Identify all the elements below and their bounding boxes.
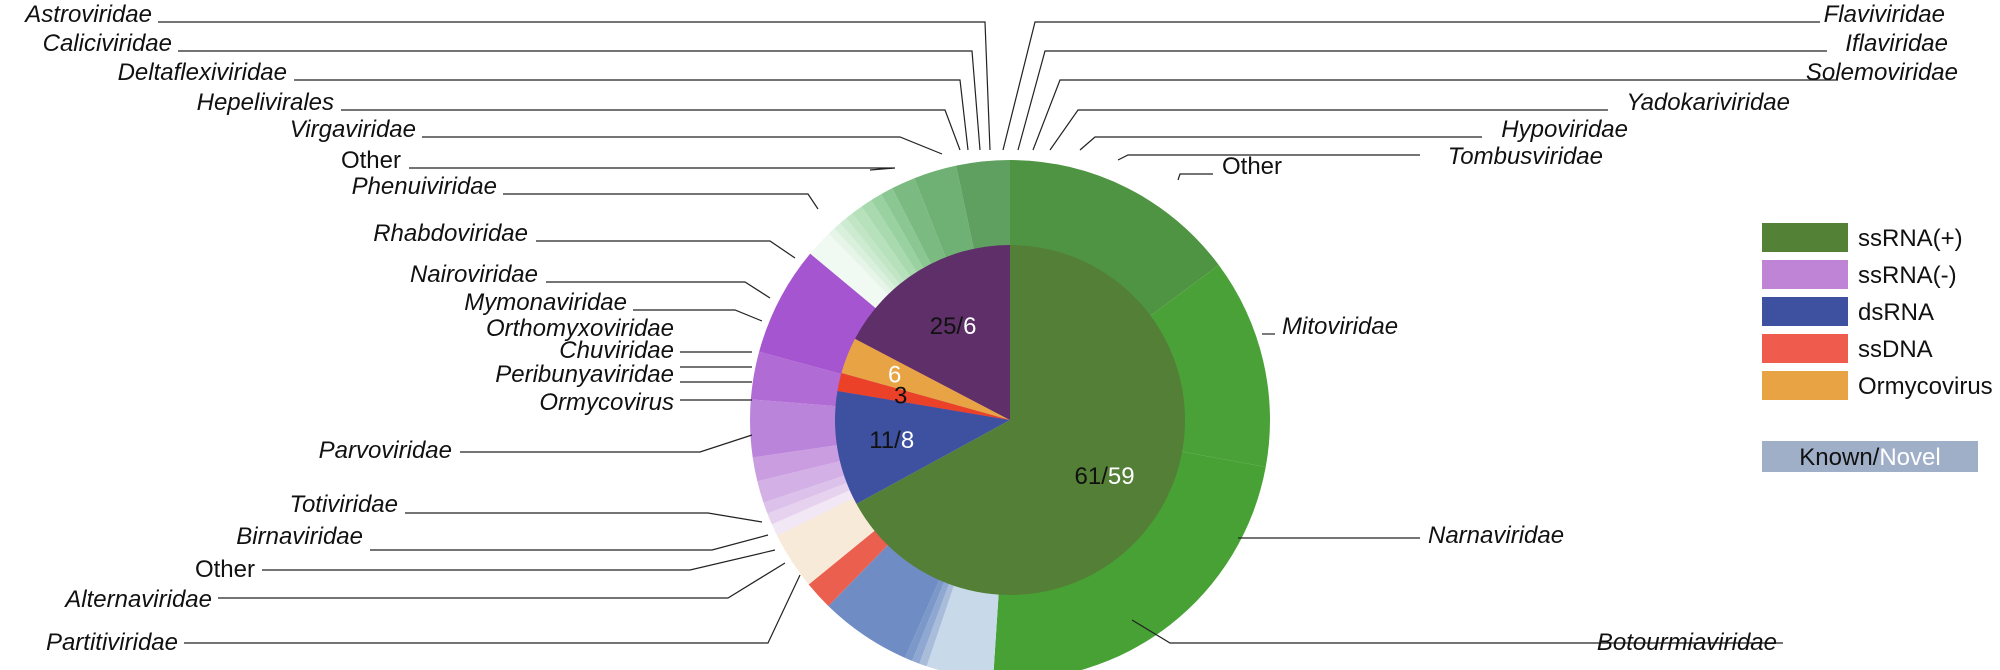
outer-label-caliciviridae-ssrna: Caliciviridae	[43, 30, 172, 57]
leader-line-other-ssrna	[409, 167, 896, 171]
outer-label-chuviridae-ssrna: Chuviridae	[559, 337, 674, 364]
outer-label-other-dsrna: Other	[195, 556, 255, 583]
outer-label-yadokariviridae-ssrna: Yadokariviridae	[1626, 89, 1790, 116]
leader-line-other-dsrna	[262, 549, 776, 571]
outer-label-iflaviridae-ssrna: Iflaviridae	[1845, 30, 1948, 57]
legend-label-ormycovirus: Ormycovirus	[1858, 373, 1993, 400]
legend-swatch-ssrna	[1762, 260, 1848, 289]
legend-label-ssdna: ssDNA	[1858, 336, 1933, 363]
leader-line-virgaviridae-ssrna	[422, 136, 943, 155]
leader-line-deltaflexiviridae-ssrna	[294, 79, 969, 151]
leader-line-other-ssrna	[1177, 173, 1213, 181]
inner-slice-ssrna	[856, 245, 1185, 595]
known-count: 61	[1075, 463, 1102, 490]
leader-line-flaviviridae-ssrna	[1002, 21, 1820, 151]
legend: ssRNA(+) ssRNA(-) dsRNA ssDNA Ormycovirus Kn…	[1762, 223, 1993, 472]
outer-label-mymonaviridae-ssrna: Mymonaviridae	[464, 289, 627, 316]
label-leader-lines	[158, 21, 1838, 644]
known-count: 3	[894, 383, 907, 410]
outer-label-deltaflexiviridae-ssrna: Deltaflexiviridae	[118, 59, 287, 86]
count-separator: /	[1101, 463, 1108, 490]
novel-count: 8	[901, 427, 914, 454]
outer-label-flaviviridae-ssrna: Flaviviridae	[1824, 1, 1945, 28]
outer-label-partitiviridae-dsrna: Partitiviridae	[46, 629, 178, 656]
leader-line-birnaviridae-dsrna	[370, 534, 769, 551]
outer-label-mitoviridae-ssrna: Mitoviridae	[1282, 313, 1398, 340]
known-novel-key-text: Known/Novel	[1799, 444, 1940, 471]
known-novel-separator: /	[1873, 444, 1880, 471]
inner-ring	[835, 245, 1185, 595]
inner-slice-ormycovirus	[841, 338, 1010, 420]
novel-count: 6	[888, 361, 901, 388]
outer-label-birnaviridae-dsrna: Birnaviridae	[236, 523, 363, 550]
novel-count: 6	[963, 313, 976, 340]
outer-label-hypoviridae-ssrna: Hypoviridae	[1501, 116, 1628, 143]
leader-line-rhabdoviridae-ssrna	[536, 240, 796, 259]
known-count: 11	[869, 427, 894, 454]
legend-swatch-ssdna	[1762, 334, 1848, 363]
outer-label-solemoviridae-ssrna: Solemoviridae	[1806, 59, 1958, 86]
legend-label-dsrna: dsRNA	[1858, 299, 1934, 326]
inner-slice-ssrna	[854, 245, 1010, 420]
outer-label-alternaviridae-dsrna: Alternaviridae	[63, 586, 212, 613]
legend-label-ssrna: ssRNA(+)	[1858, 225, 1963, 252]
known-label: Known	[1799, 444, 1872, 471]
outer-label-totiviridae-dsrna: Totiviridae	[289, 491, 398, 518]
leader-line-hypoviridae-ssrna	[1079, 136, 1482, 151]
leader-line-totiviridae-dsrna	[405, 512, 763, 523]
count-separator: /	[894, 427, 901, 454]
outer-label-other-ssrna: Other	[341, 147, 401, 174]
leader-line-iflaviridae-ssrna	[1017, 50, 1827, 151]
outer-label-rhabdoviridae-ssrna: Rhabdoviridae	[373, 220, 528, 247]
leader-line-parvoviridae-ssdna	[460, 434, 753, 453]
outer-label-hepelivirales-ssrna: Hepelivirales	[197, 89, 334, 116]
novel-count: 59	[1108, 463, 1135, 490]
outer-label-parvoviridae-ssdna: Parvoviridae	[319, 437, 452, 464]
leader-line-tombusviridae-ssrna	[1117, 154, 1420, 161]
leader-line-botourmiaviridae-ssrna	[1131, 619, 1783, 644]
outer-label-other-ssrna: Other	[1222, 153, 1282, 180]
outer-label-ormycovirus-ormycovirus: Ormycovirus	[539, 389, 674, 416]
novel-label: Novel	[1879, 444, 1940, 471]
outer-label-orthomyxoviridae-ssrna: Orthomyxoviridae	[486, 315, 674, 342]
leader-line-astroviridae-ssrna	[158, 21, 991, 151]
leader-line-solemoviridae-ssrna	[1032, 79, 1838, 151]
outer-label-narnaviridae-ssrna: Narnaviridae	[1428, 522, 1564, 549]
leader-line-nairoviridae-ssrna	[546, 281, 771, 299]
legend-swatch-ssrna	[1762, 223, 1848, 252]
inner-label-ormycovirus: 6	[888, 361, 901, 388]
inner-label-dsrna: 11/8	[869, 427, 914, 454]
legend-swatch-ormycovirus	[1762, 371, 1848, 400]
leader-line-phenuiviridae-ssrna	[503, 193, 819, 210]
outer-label-nairoviridae-ssrna: Nairoviridae	[410, 261, 538, 288]
outer-label-botourmiaviridae-ssrna: Botourmiaviridae	[1597, 629, 1777, 656]
outer-label-virgaviridae-ssrna: Virgaviridae	[290, 116, 416, 143]
leader-line-yadokariviridae-ssrna	[1049, 109, 1608, 151]
known-count: 25	[930, 313, 957, 340]
leader-line-partitiviridae-dsrna	[184, 574, 801, 644]
inner-label-ssdna: 3	[894, 383, 907, 410]
inner-label-ssrna: 25/6	[930, 313, 977, 340]
leader-line-hepelivirales-ssrna	[341, 109, 961, 151]
leader-line-alternaviridae-dsrna	[218, 562, 786, 599]
outer-label-peribunyaviridae-ssrna: Peribunyaviridae	[495, 361, 674, 388]
leader-line-mymonaviridae-ssrna	[633, 309, 763, 322]
outer-label-astroviridae-ssrna: Astroviridae	[23, 1, 152, 28]
outer-label-tombusviridae-ssrna: Tombusviridae	[1448, 143, 1603, 170]
outer-label-phenuiviridae-ssrna: Phenuiviridae	[352, 173, 497, 200]
outer-labels: Mitoviridae Narnaviridae Botourmiaviridae P…	[23, 1, 1958, 656]
legend-swatch-dsrna	[1762, 297, 1848, 326]
known-novel-key	[1762, 441, 1978, 472]
inner-slice-ssdna	[837, 372, 1010, 420]
inner-slice-dsrna	[835, 390, 1010, 504]
legend-label-ssrna: ssRNA(-)	[1858, 262, 1957, 289]
inner-label-ssrna: 61/59	[1075, 463, 1135, 490]
leader-line-caliciviridae-ssrna	[178, 50, 981, 151]
count-separator: /	[956, 313, 963, 340]
